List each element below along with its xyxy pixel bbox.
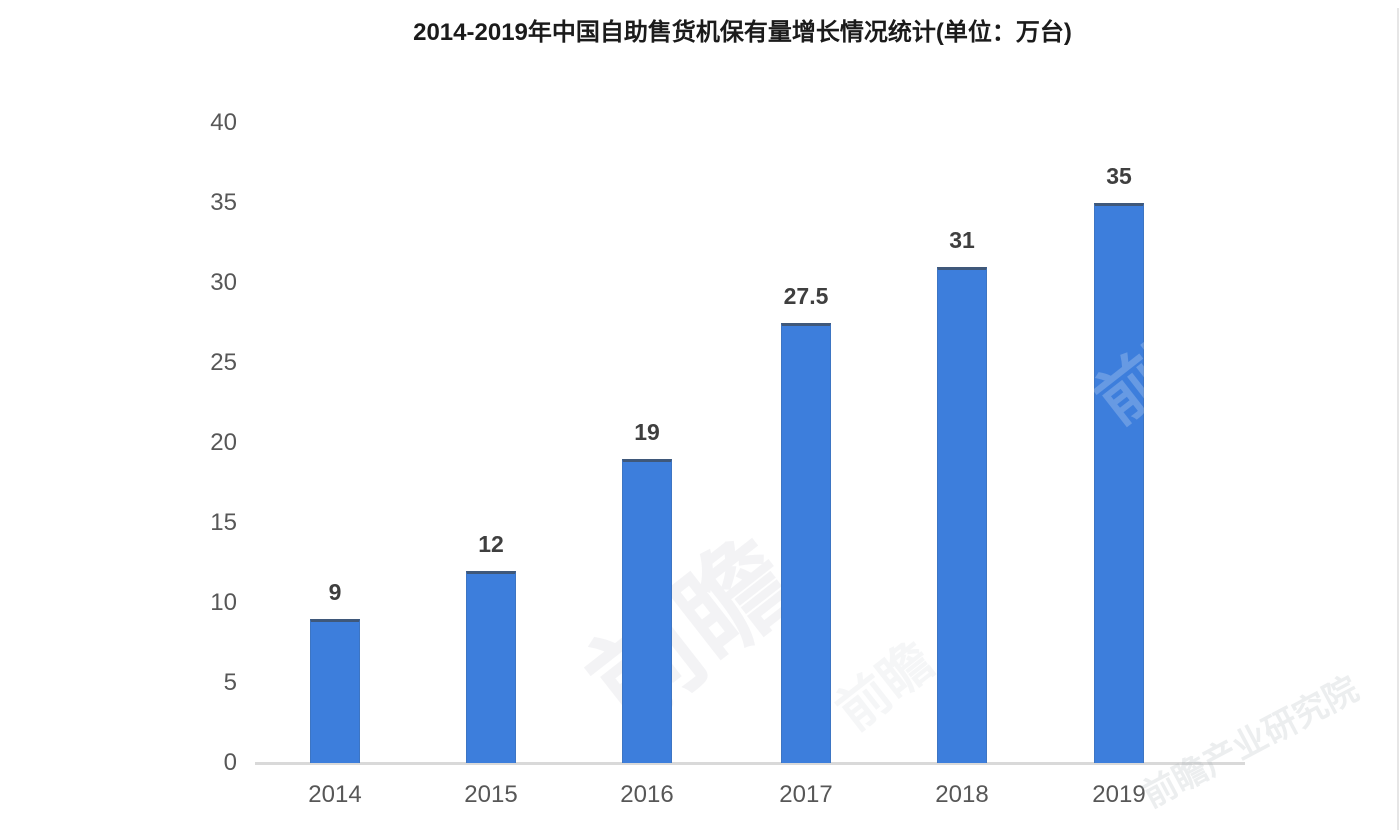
bar-value-label: 19 — [634, 419, 660, 445]
bar-2017 — [781, 323, 831, 763]
y-axis-tick-label: 5 — [223, 669, 237, 696]
x-axis-tick-label: 2018 — [935, 781, 989, 808]
chart-title: 2014-2019年中国自助售货机保有量增长情况统计(单位：万台) — [413, 19, 1072, 46]
y-axis-tick-label: 40 — [210, 109, 237, 136]
x-axis-tick-label: 2017 — [779, 781, 833, 808]
bar-2018 — [937, 267, 987, 763]
x-axis-tick-label: 2016 — [620, 781, 674, 808]
bar-value-label: 9 — [328, 579, 342, 605]
watermark-text: 前瞻 — [826, 631, 945, 742]
bar-2019 — [1094, 203, 1144, 763]
bar-2014 — [310, 619, 360, 763]
y-axis-tick-label: 25 — [210, 349, 237, 376]
bar-2016 — [622, 459, 672, 763]
image-edge-line — [1397, 8, 1399, 830]
x-axis-tick-label: 2019 — [1092, 781, 1146, 808]
x-axis-tick-label: 2015 — [464, 781, 518, 808]
y-axis-tick-label: 35 — [210, 189, 237, 216]
x-axis-line — [255, 762, 1245, 765]
y-axis-tick-label: 20 — [210, 429, 237, 456]
bar-2015 — [466, 571, 516, 763]
y-axis-tick-label: 10 — [210, 589, 237, 616]
x-axis-tick-label: 2014 — [308, 781, 362, 808]
y-axis-tick-label: 0 — [223, 749, 237, 776]
y-axis-tick-label: 15 — [210, 509, 237, 536]
bar-value-label: 12 — [478, 531, 504, 557]
bar-value-label: 31 — [949, 227, 975, 253]
bar-value-label: 27.5 — [783, 283, 829, 309]
bar-value-label: 35 — [1106, 163, 1132, 189]
y-axis-tick-label: 30 — [210, 269, 237, 296]
